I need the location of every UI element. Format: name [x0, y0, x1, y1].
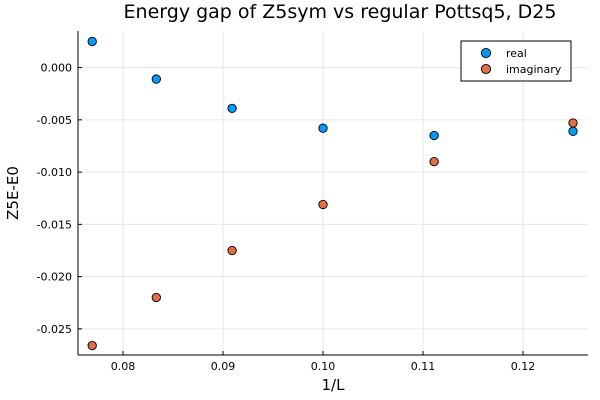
x-tick-label: 0.12	[511, 360, 536, 373]
legend-label-imaginary: imaginary	[506, 63, 562, 76]
data-point-real	[152, 75, 160, 83]
data-point-real	[319, 124, 327, 132]
y-tick-label: 0.000	[41, 62, 73, 75]
data-point-real	[569, 127, 577, 135]
data-point-real	[88, 37, 96, 45]
x-tick-label: 0.11	[411, 360, 436, 373]
chart-title: Energy gap of Z5sym vs regular Pottsq5, …	[124, 1, 557, 23]
x-tick-label: 0.10	[311, 360, 336, 373]
y-tick-label: -0.010	[37, 166, 72, 179]
tick-labels: 0.08 0.09 0.10 0.11 0.12 0.000 -0.005 -0.010 -0.…	[37, 62, 536, 373]
y-tick-label: -0.025	[37, 323, 72, 336]
y-tick-label: -0.005	[37, 114, 72, 127]
data-points	[88, 37, 577, 350]
x-tick-label: 0.09	[211, 360, 236, 373]
x-axis-label: 1/L	[322, 376, 346, 394]
data-point-imaginary	[430, 157, 438, 165]
data-point-real	[228, 104, 236, 112]
y-tick-label: -0.015	[37, 218, 72, 231]
legend-marker-imaginary	[481, 64, 490, 73]
y-axis-label: Z5E-E0	[4, 166, 22, 220]
x-tick-label: 0.08	[111, 360, 136, 373]
data-point-imaginary	[319, 200, 327, 208]
legend-marker-real	[481, 48, 490, 57]
data-point-imaginary	[228, 246, 236, 254]
data-point-imaginary	[569, 119, 577, 127]
y-tick-label: -0.020	[37, 271, 72, 284]
legend: real imaginary	[461, 41, 571, 81]
data-point-imaginary	[152, 293, 160, 301]
data-point-imaginary	[88, 341, 96, 349]
legend-label-real: real	[506, 47, 527, 60]
data-point-real	[430, 131, 438, 139]
